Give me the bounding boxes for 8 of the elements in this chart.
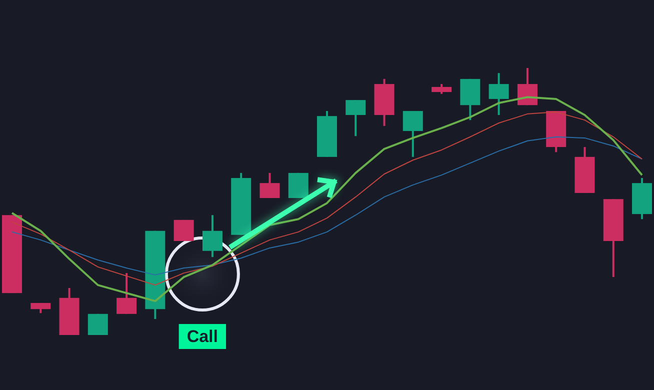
candlestick	[260, 172, 280, 200]
candlestick	[432, 83, 452, 95]
candlestick	[346, 99, 366, 138]
candlestick	[402, 110, 423, 158]
annotation: Call	[186, 327, 218, 346]
candlestick	[202, 214, 222, 258]
candlestick	[488, 72, 509, 116]
candlestick	[116, 272, 137, 315]
